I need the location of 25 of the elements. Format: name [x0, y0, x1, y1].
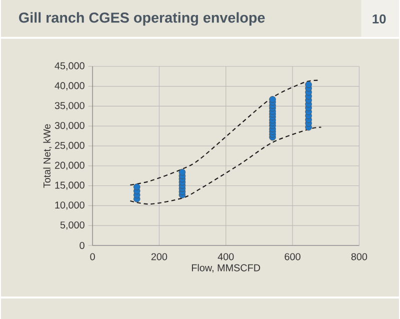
x-tick-label: 200 [151, 253, 168, 260]
y-tick-label: 0 [80, 242, 84, 249]
x-axis-title: Flow, MMSCFD [192, 264, 260, 272]
line-series [130, 126, 322, 204]
y-tick-label: 15,000 [55, 181, 84, 190]
y-axis-title: Total Net, kWe [43, 124, 52, 188]
point [305, 81, 312, 88]
y-tick-label: 25,000 [54, 142, 84, 150]
y-tick-label: 45,000 [54, 62, 84, 70]
y-tick-label: 40,000 [54, 82, 84, 90]
point [178, 168, 186, 176]
text: 10 [372, 14, 386, 24]
x-tick-label: 600 [284, 253, 300, 260]
x-tick-label: 0 [90, 253, 95, 260]
y-tick-label: 30,000 [54, 122, 84, 130]
x-tick-label: 800 [351, 253, 368, 260]
y-tick-label: 10,000 [55, 201, 84, 210]
y-tick-label: 35,000 [54, 102, 84, 110]
x-tick-label: 400 [218, 253, 234, 260]
y-tick-label: 5,000 [60, 221, 84, 230]
line-series [130, 80, 320, 186]
y-tick-label: 20,000 [54, 162, 84, 170]
point [134, 183, 140, 190]
point [269, 96, 276, 103]
chart-title: Gill ranch CGES operating envelope [19, 12, 265, 26]
